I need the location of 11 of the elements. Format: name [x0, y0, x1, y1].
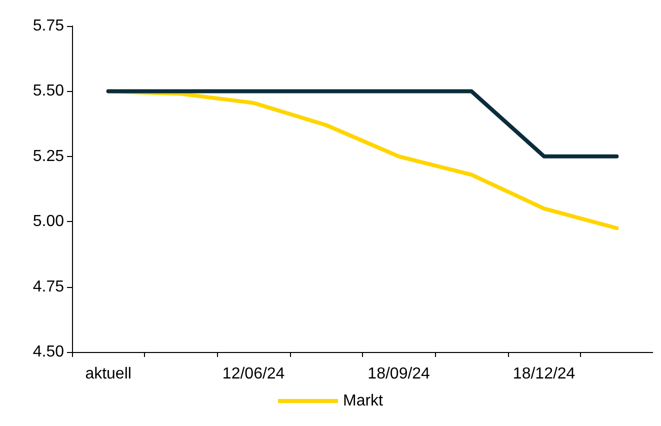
y-tick-label: 4.75 [32, 278, 64, 296]
x-tick-label: 18/09/24 [368, 366, 430, 382]
y-tick-label: 5.50 [32, 82, 64, 100]
legend-label: Markt [343, 392, 384, 410]
y-tick-label: 5.25 [32, 148, 64, 165]
x-tick-label: aktuell [85, 366, 132, 382]
y-tick-label: 5.00 [32, 213, 64, 230]
x-tick-label: 12/06/24 [222, 366, 285, 382]
y-tick-label: 5.75 [32, 18, 64, 34]
x-tick-label: 18/12/24 [512, 366, 576, 382]
y-tick-label: 4.50 [32, 344, 64, 360]
